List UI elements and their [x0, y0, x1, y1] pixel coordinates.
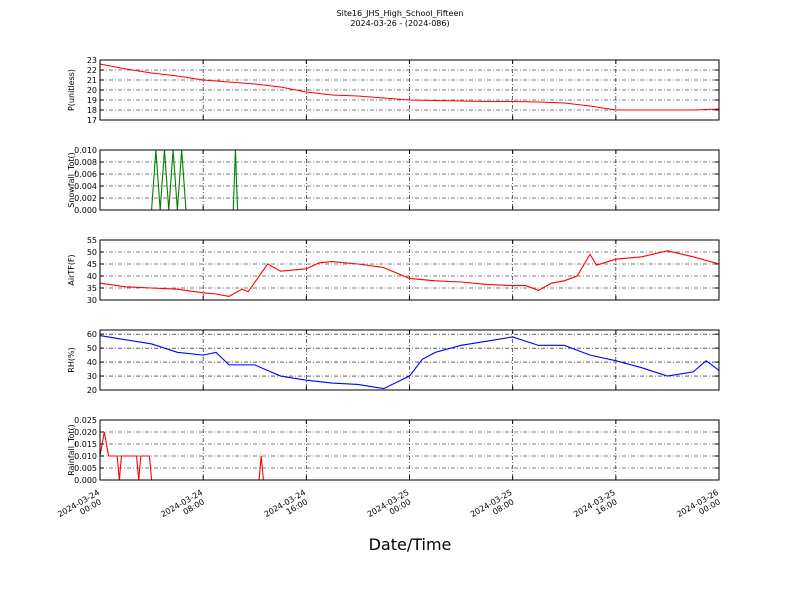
y-tick-label: 23	[87, 56, 97, 65]
x-tick-label: 2024-03-2508:00	[469, 488, 518, 527]
y-tick-label: 18	[87, 106, 97, 115]
y-tick-label: 50	[87, 344, 97, 353]
y-axis-label: RH(%)	[67, 347, 76, 372]
y-tick-label: 22	[87, 66, 97, 75]
y-axis-label: AirTF(F)	[67, 254, 76, 285]
y-tick-label: 0.015	[74, 440, 97, 449]
x-tick-label: 2024-03-2516:00	[572, 488, 621, 527]
y-tick-label: 30	[87, 296, 97, 305]
y-tick-label: 0.002	[74, 194, 97, 203]
y-tick-label: 0.008	[74, 158, 97, 167]
y-tick-label: 45	[87, 260, 97, 269]
y-axis-label: P(unitless)	[67, 69, 76, 111]
y-tick-label: 50	[87, 248, 97, 257]
chart-subtitle: 2024-03-26 - (2024-086)	[350, 19, 449, 28]
y-tick-label: 0.005	[74, 464, 97, 473]
data-line	[99, 250, 720, 297]
data-line	[99, 335, 720, 390]
y-tick-label: 20	[87, 386, 97, 395]
plot-frame	[99, 419, 720, 481]
y-tick-label: 40	[87, 272, 97, 281]
y-tick-label: 19	[87, 96, 97, 105]
plot-frame	[99, 329, 720, 391]
y-tick-label: 55	[87, 236, 97, 245]
y-tick-label: 60	[87, 330, 97, 339]
y-tick-label: 0.000	[74, 476, 97, 485]
y-tick-label: 35	[87, 284, 97, 293]
x-tick-label: 2024-03-2416:00	[263, 488, 312, 527]
y-tick-label: 0.000	[74, 206, 97, 215]
plot-frame	[99, 59, 720, 121]
y-axis-label: Snowfall_Tot()	[67, 152, 76, 208]
y-tick-label: 0.006	[74, 170, 97, 179]
y-tick-label: 17	[87, 116, 97, 125]
y-tick-label: 40	[87, 358, 97, 367]
data-line	[100, 149, 719, 211]
plot-frame	[99, 149, 720, 211]
x-axis-label: Date/Time	[369, 535, 452, 554]
x-tick-label: 2024-03-2400:00	[56, 488, 105, 527]
x-tick-label: 2024-03-2600:00	[675, 488, 724, 527]
plot-frame	[99, 239, 720, 301]
y-tick-label: 21	[87, 76, 97, 85]
y-tick-label: 30	[87, 372, 97, 381]
y-tick-label: 0.010	[74, 452, 97, 461]
y-tick-label: 0.020	[74, 428, 97, 437]
x-tick-label: 2024-03-2408:00	[159, 488, 208, 527]
chart-title: Site16_JHS_High_School_Fifteen	[337, 9, 464, 18]
y-tick-label: 0.004	[74, 182, 97, 191]
x-tick-label: 2024-03-2500:00	[366, 488, 415, 527]
data-line	[99, 63, 720, 111]
y-tick-label: 0.025	[74, 416, 97, 425]
y-axis-label: Rainfall_Tot()	[67, 424, 76, 476]
y-tick-label: 20	[87, 86, 97, 95]
y-tick-label: 0.010	[74, 146, 97, 155]
